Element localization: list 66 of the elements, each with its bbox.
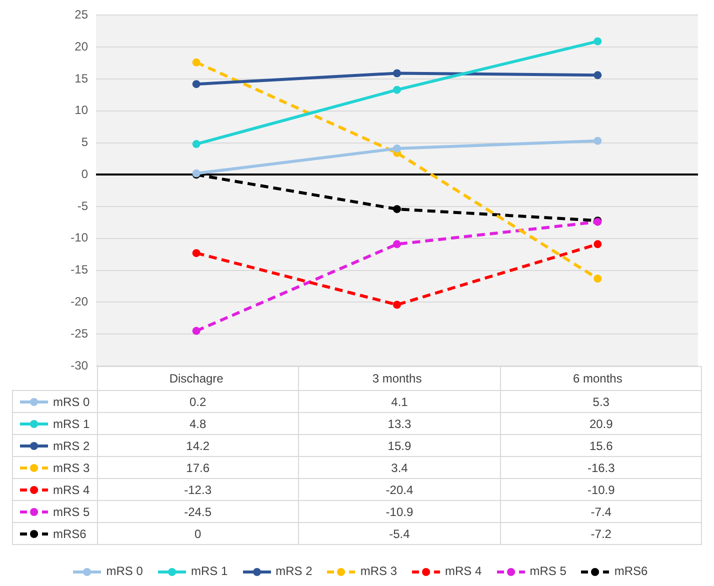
legend-label: mRS 5 (53, 504, 90, 518)
point (393, 144, 401, 153)
point (192, 326, 200, 335)
y-tick-label: -25 (70, 326, 88, 340)
point (192, 140, 200, 148)
x-tick-label: 3 months (372, 372, 422, 386)
data-label: -20.4 (298, 478, 500, 500)
point (594, 37, 602, 46)
point (192, 58, 200, 66)
data-label: -10.9 (500, 478, 702, 500)
text: mRS 0 (106, 564, 143, 578)
point (192, 249, 200, 258)
legend-label: mRS 2 (53, 438, 90, 452)
legend-label: mRS 0 (53, 394, 90, 408)
x-tick-label: 6 months (572, 372, 622, 386)
text: mRS 4 (445, 564, 482, 578)
point (393, 69, 401, 78)
point (192, 80, 200, 88)
text: mRS 1 (190, 564, 228, 578)
y-tick-label: 0 (81, 166, 88, 181)
point (393, 86, 401, 94)
data-label: -10.9 (298, 500, 500, 522)
y-tick-label: 5 (81, 135, 88, 150)
point (594, 240, 602, 248)
data-label: 0 (97, 522, 299, 544)
data-label: -7.4 (500, 500, 702, 522)
point (594, 71, 602, 80)
data-label: 14.2 (97, 434, 299, 456)
legend-label: mRS 1 (53, 416, 90, 430)
y-tick-label: -5 (77, 198, 88, 213)
data-label: 5.3 (500, 390, 702, 412)
y-tick-label: 10 (74, 103, 88, 118)
y-tick-label: 25 (74, 8, 88, 22)
data-label: 4.1 (298, 390, 500, 412)
point (594, 274, 602, 283)
data-label: 4.8 (97, 412, 299, 434)
y-tick-label: -10 (70, 230, 88, 245)
text: mRS 3 (360, 564, 398, 578)
point (393, 240, 401, 248)
data-label: 15.6 (500, 434, 702, 456)
point (594, 136, 602, 145)
legend-label: mRS 4 (53, 482, 90, 496)
y-tick-label: 20 (74, 39, 88, 54)
data-label: -12.3 (97, 478, 299, 500)
text: mRS6 (614, 564, 648, 578)
legend-label: mRS 3 (53, 460, 90, 474)
text: mRS 2 (276, 564, 312, 578)
point (393, 205, 401, 214)
data-label: 0.2 (97, 390, 299, 412)
data-label: -16.3 (500, 456, 702, 478)
y-tick-label: -30 (70, 358, 88, 372)
data-label: 3.4 (298, 456, 500, 478)
data-label: -5.4 (298, 522, 500, 544)
point (393, 300, 401, 309)
data-label: 20.9 (500, 412, 702, 434)
y-tick-label: -15 (70, 262, 88, 277)
data-label: -7.2 (500, 522, 702, 544)
text: mRS 5 (530, 564, 566, 578)
data-label: 15.9 (298, 434, 500, 456)
data-label: 13.3 (298, 412, 500, 434)
y-tick-label: 15 (74, 71, 88, 86)
data-label: -24.5 (97, 500, 299, 522)
legend-label: mRS6 (53, 526, 86, 540)
data-label: 17.6 (97, 456, 299, 478)
y-tick-label: -20 (70, 294, 88, 309)
x-tick-label: Dischagre (169, 372, 224, 386)
